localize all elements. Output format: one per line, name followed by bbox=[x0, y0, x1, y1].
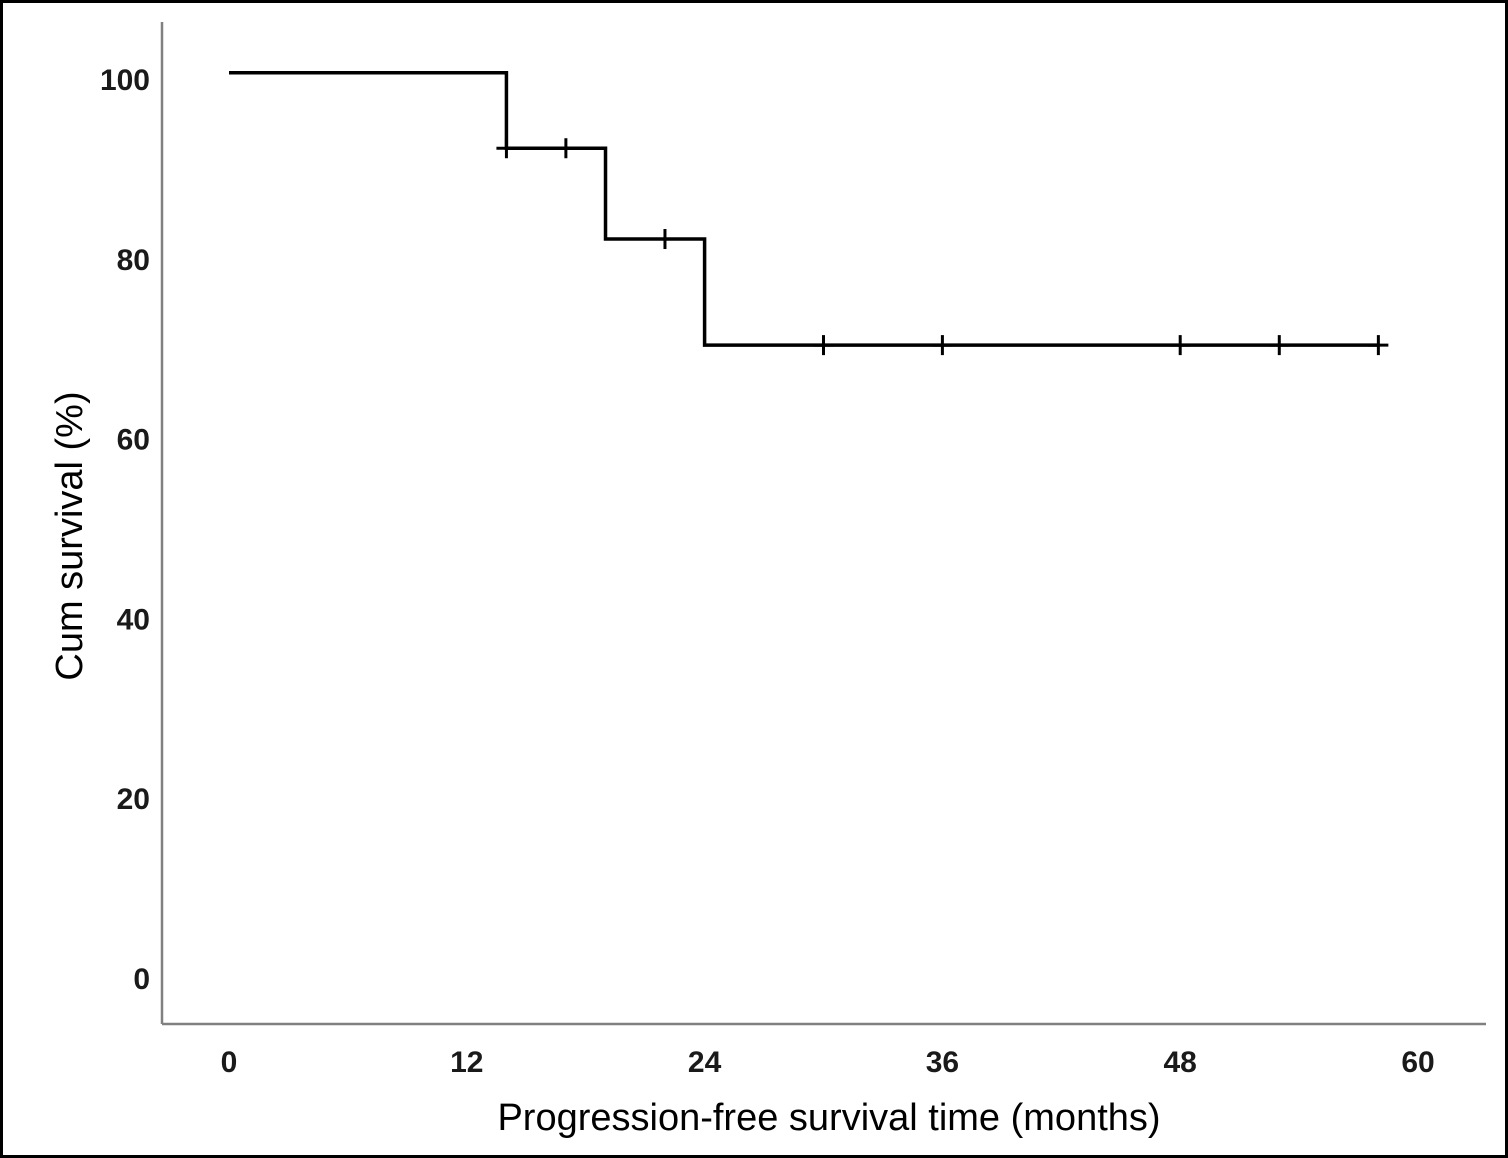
x-tick-label: 24 bbox=[688, 1046, 722, 1079]
censor-marks bbox=[496, 138, 1389, 356]
axes bbox=[160, 22, 1486, 1026]
censor-mark bbox=[1170, 335, 1191, 356]
x-tick-labels: 0 12 24 36 48 60 bbox=[221, 1046, 1435, 1079]
y-tick-label: 40 bbox=[117, 603, 150, 636]
x-tick-label: 0 bbox=[221, 1046, 238, 1079]
x-tick-label: 60 bbox=[1401, 1046, 1434, 1079]
censor-mark bbox=[932, 335, 953, 356]
y-tick-label: 80 bbox=[117, 244, 150, 277]
x-tick-label: 48 bbox=[1164, 1046, 1197, 1079]
x-tick-label: 12 bbox=[450, 1046, 483, 1079]
censor-mark bbox=[1368, 335, 1389, 356]
y-axis-title: Cum survival (%) bbox=[49, 391, 91, 680]
y-tick-label: 60 bbox=[117, 424, 150, 457]
censor-mark bbox=[654, 229, 675, 250]
censor-mark bbox=[496, 138, 517, 159]
y-tick-label: 20 bbox=[117, 783, 150, 816]
x-tick-label: 36 bbox=[926, 1046, 959, 1079]
x-axis-title: Progression-free survival time (months) bbox=[497, 1097, 1160, 1139]
survival-series bbox=[229, 70, 1379, 347]
survival-step-line bbox=[229, 70, 1379, 347]
censor-mark bbox=[813, 335, 834, 356]
censor-mark bbox=[555, 138, 576, 159]
y-tick-labels: 0 20 40 60 80 100 bbox=[100, 64, 150, 996]
survival-chart: 0 20 40 60 80 100 0 12 24 36 48 60 Progression-fre… bbox=[49, 22, 1486, 1139]
censor-mark bbox=[1269, 335, 1290, 356]
y-tick-label: 0 bbox=[133, 963, 150, 996]
y-tick-label: 100 bbox=[100, 64, 150, 97]
